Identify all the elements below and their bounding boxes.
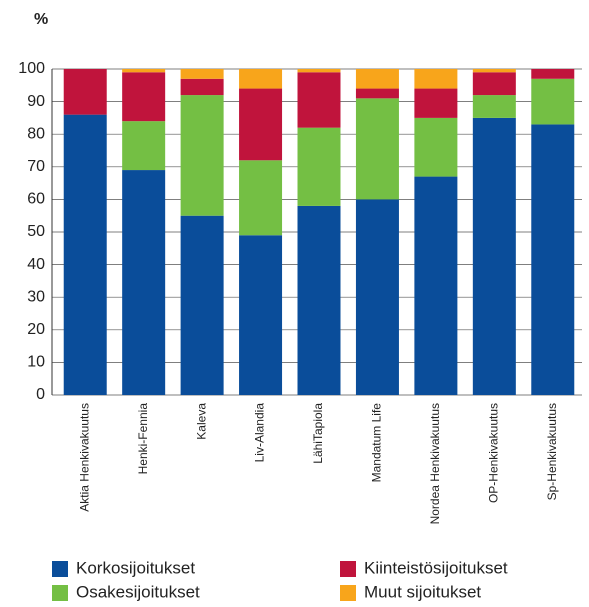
y-tick-label: 40 — [27, 256, 45, 273]
legend-swatch — [340, 585, 356, 601]
bar-segment — [63, 114, 107, 395]
bar-segment — [472, 117, 516, 396]
bar-segment — [239, 69, 283, 89]
bar-segment — [531, 78, 575, 125]
legend-label: Korkosijoitukset — [76, 558, 195, 577]
bar-segment — [180, 95, 224, 216]
legend-label: Muut sijoitukset — [364, 582, 481, 601]
bar-segment — [531, 69, 575, 79]
y-tick-label: 10 — [27, 354, 45, 371]
y-tick-label: 90 — [27, 93, 45, 110]
legend-label: Kiinteistösijoitukset — [364, 558, 508, 577]
bar-segment — [122, 121, 166, 171]
bar-segment — [355, 88, 399, 99]
y-tick-label: 20 — [27, 321, 45, 338]
bar-segment — [180, 215, 224, 395]
bar-segment — [531, 124, 575, 396]
x-tick-label: Kaleva — [194, 403, 208, 440]
y-tick-label: 80 — [27, 125, 45, 142]
y-tick-label: 70 — [27, 158, 45, 175]
x-tick-label: OP-Henkivakuutus — [487, 403, 501, 503]
y-tick-label: 50 — [27, 223, 45, 240]
bar-segment — [63, 69, 107, 115]
y-tick-label: 100 — [18, 60, 45, 77]
bar-segment — [122, 69, 166, 73]
y-tick-label: 30 — [27, 288, 45, 305]
bar-segment — [122, 170, 166, 395]
bar-segment — [355, 98, 399, 200]
bar-segment — [355, 199, 399, 395]
legend-swatch — [52, 585, 68, 601]
legend-swatch — [340, 561, 356, 577]
y-axis-label: % — [34, 11, 48, 28]
bar-segment — [414, 69, 458, 89]
bar-segment — [297, 127, 341, 206]
y-tick-label: 60 — [27, 191, 45, 208]
bar-segment — [297, 69, 341, 73]
bar-segment — [355, 69, 399, 89]
bar-segment — [239, 235, 283, 395]
x-tick-label: Aktia Henkivakuutus — [77, 403, 91, 512]
x-tick-label: Henki-Fennia — [136, 403, 150, 475]
x-tick-label: Mandatum Life — [370, 403, 384, 483]
bar-segment — [180, 78, 224, 96]
bar-segment — [414, 88, 458, 118]
y-tick-label: 0 — [36, 386, 45, 403]
bar-segment — [122, 72, 166, 122]
bar-segment — [472, 72, 516, 96]
bar-segment — [297, 72, 341, 128]
bar-segment — [239, 160, 283, 236]
x-tick-label: Sp-Henkivakuutus — [545, 403, 559, 500]
x-tick-label: Liv-Alandia — [253, 403, 267, 463]
x-tick-label: Nordea Henkivakuutus — [428, 403, 442, 524]
bar-segment — [414, 117, 458, 177]
legend-label: Osakesijoitukset — [76, 582, 200, 601]
bar-segment — [239, 88, 283, 161]
bar-segment — [472, 69, 516, 73]
bar-segment — [472, 95, 516, 118]
bar-segment — [180, 69, 224, 79]
legend-swatch — [52, 561, 68, 577]
x-tick-label: LähiTapiola — [311, 403, 325, 464]
bar-segment — [297, 205, 341, 395]
bar-segment — [414, 176, 458, 395]
